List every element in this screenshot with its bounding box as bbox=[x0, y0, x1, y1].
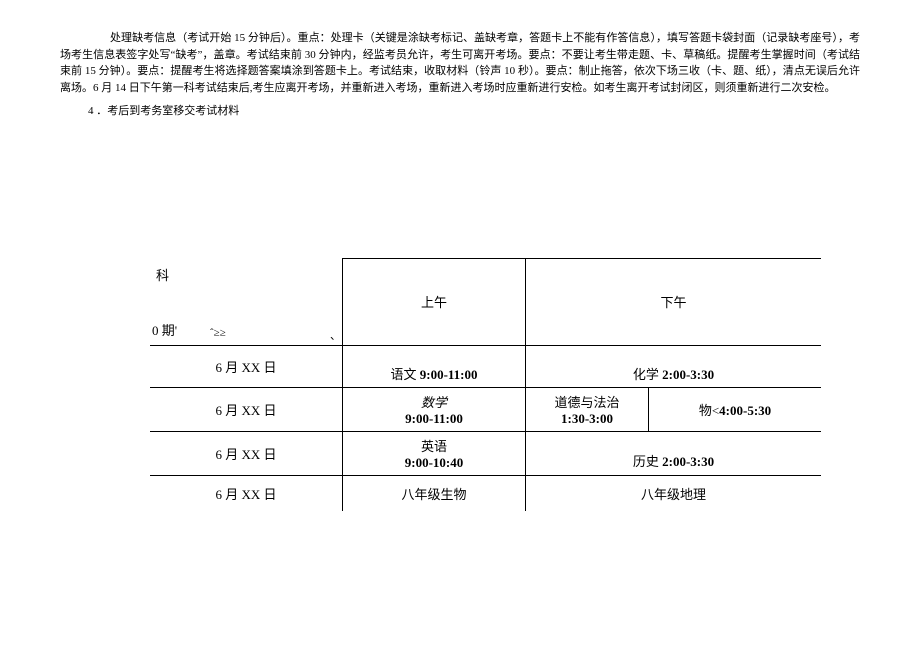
item4-text: 4 ．考后到考务室移交考试材料 bbox=[88, 105, 239, 117]
pm-time: 2:00-3:30 bbox=[662, 454, 714, 469]
header-qi: 0 期' bbox=[152, 320, 177, 339]
date-text: 6 月 XX 日 bbox=[215, 487, 276, 502]
list-item-4: 4 ．考后到考务室移交考试材料 bbox=[0, 102, 920, 118]
table-row: 科 0 期' ˆ≥≥ 、 上午 下午 bbox=[150, 259, 821, 346]
pm-subject: 化学 bbox=[633, 367, 659, 382]
am-cell: 数学 9:00-11:00 bbox=[343, 387, 526, 431]
pm-time: 2:00-3:30 bbox=[662, 367, 714, 382]
pm-cell-2: 物<4:00-5:30 bbox=[649, 387, 822, 431]
table-row: 6 月 XX 日 数学 9:00-11:00 道德与法治 1:30-3:00 物… bbox=[150, 387, 821, 431]
header-diagonal-cell: 科 0 期' ˆ≥≥ 、 bbox=[150, 259, 343, 346]
paragraph-text: 处理缺考信息（考试开始 15 分钟后）。重点：处理卡（关键是涂缺考标记、盖缺考章… bbox=[60, 32, 860, 94]
pm-cell: 化学 2:00-3:30 bbox=[526, 345, 822, 387]
date-cell: 6 月 XX 日 bbox=[150, 475, 343, 511]
date-text: 6 月 XX 日 bbox=[215, 360, 276, 375]
col-am: 上午 bbox=[343, 259, 526, 346]
am-subject: 数学 bbox=[421, 395, 447, 410]
am-subject: 八年级生物 bbox=[401, 487, 466, 502]
pm-subject: 历史 bbox=[633, 454, 659, 469]
am-cell: 八年级生物 bbox=[343, 475, 526, 511]
am-cell: 英语 9:00-10:40 bbox=[343, 431, 526, 475]
am-time: 9:00-11:00 bbox=[405, 411, 463, 426]
schedule-table: 科 0 期' ˆ≥≥ 、 上午 下午 6 月 XX 日 语文 9:00-11:0… bbox=[150, 258, 821, 511]
pm-subject: 八年级地理 bbox=[641, 487, 706, 502]
table-row: 6 月 XX 日 语文 9:00-11:00 化学 2:00-3:30 bbox=[150, 345, 821, 387]
date-cell: 6 月 XX 日 bbox=[150, 345, 343, 387]
am-subject: 语文 bbox=[390, 367, 416, 382]
pm2-time: 4:00-5:30 bbox=[719, 403, 771, 418]
pm1-time: 1:30-3:00 bbox=[561, 411, 613, 426]
header-ke: 科 bbox=[156, 265, 169, 284]
table-row: 6 月 XX 日 英语 9:00-10:40 历史 2:00-3:30 bbox=[150, 431, 821, 475]
am-time: 9:00-10:40 bbox=[405, 455, 464, 470]
pm1-subject: 道德与法治 bbox=[554, 395, 619, 410]
schedule-table-wrap: 科 0 期' ˆ≥≥ 、 上午 下午 6 月 XX 日 语文 9:00-11:0… bbox=[150, 258, 920, 511]
col-pm: 下午 bbox=[526, 259, 822, 346]
date-cell: 6 月 XX 日 bbox=[150, 431, 343, 475]
header-tick: 、 bbox=[330, 327, 341, 343]
am-time: 9:00-11:00 bbox=[420, 367, 478, 382]
body-paragraph: 处理缺考信息（考试开始 15 分钟后）。重点：处理卡（关键是涂缺考标记、盖缺考章… bbox=[0, 0, 920, 102]
table-row: 6 月 XX 日 八年级生物 八年级地理 bbox=[150, 475, 821, 511]
pm2-subject: 物< bbox=[699, 403, 719, 418]
am-subject: 英语 bbox=[421, 439, 447, 454]
header-symbols: ˆ≥≥ bbox=[210, 327, 226, 339]
pm-cell: 八年级地理 bbox=[526, 475, 822, 511]
pm-cell: 历史 2:00-3:30 bbox=[526, 431, 822, 475]
date-cell: 6 月 XX 日 bbox=[150, 387, 343, 431]
pm-cell-1: 道德与法治 1:30-3:00 bbox=[526, 387, 649, 431]
date-text: 6 月 XX 日 bbox=[215, 447, 276, 462]
am-cell: 语文 9:00-11:00 bbox=[343, 345, 526, 387]
date-text: 6 月 XX 日 bbox=[215, 403, 276, 418]
